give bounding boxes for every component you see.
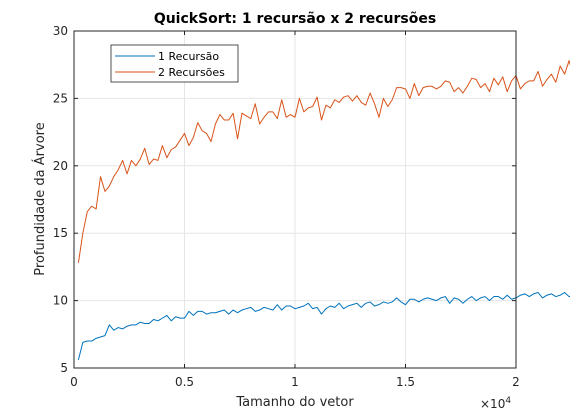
- x-tick-label: 1.5: [396, 375, 415, 389]
- x-exponent-label: ×104: [480, 396, 511, 411]
- y-tick-label: 15: [53, 226, 68, 240]
- x-tick-label: 0.5: [175, 375, 194, 389]
- x-axis-label: Tamanho do vetor: [235, 395, 354, 410]
- x-tick-label: 2: [512, 375, 520, 389]
- series-line-1-recursao: [77, 292, 570, 361]
- y-tick-label: 10: [53, 294, 68, 308]
- series-layer: [77, 60, 570, 361]
- x-tick-label: 1: [291, 375, 299, 389]
- y-tick-label: 30: [53, 24, 68, 38]
- y-tick-label: 20: [53, 159, 68, 173]
- y-tick-label: 25: [53, 91, 68, 105]
- legend-label-2-recursoes: 2 Recursões: [158, 66, 225, 79]
- x-exponent-base: ×10: [480, 397, 505, 411]
- y-tick-label: 5: [60, 361, 68, 375]
- x-tick-label: 0: [70, 375, 78, 389]
- legend-label-1-recursao: 1 Recursão: [158, 50, 219, 63]
- chart-title: QuickSort: 1 recursão x 2 recursões: [154, 11, 436, 27]
- legend: 1 Recursão 2 Recursões: [110, 44, 239, 83]
- x-exponent-power: 4: [505, 396, 511, 406]
- legend-box: [110, 44, 239, 83]
- y-axis-label: Profundidade da Árvore: [32, 122, 48, 275]
- series-line-2-recursoes: [77, 60, 570, 263]
